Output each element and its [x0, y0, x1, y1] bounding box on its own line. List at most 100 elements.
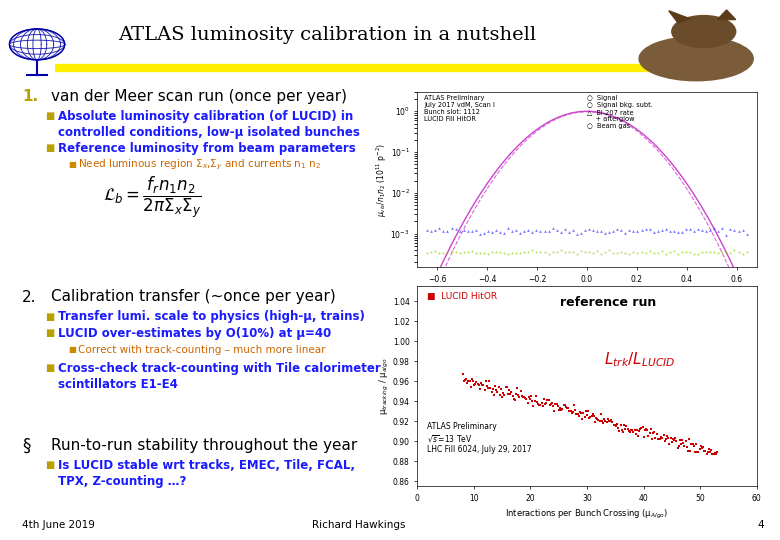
Point	[608, 421, 620, 429]
Point	[478, 386, 491, 395]
Point	[615, 421, 627, 429]
Point	[539, 400, 551, 409]
Point	[676, 436, 689, 444]
Point	[636, 422, 649, 431]
Point	[603, 416, 615, 425]
Point	[569, 405, 582, 414]
Point	[516, 392, 528, 400]
Point	[494, 391, 506, 400]
Y-axis label: $\mu_{vis}$/$n_1 n_2$ (10$^{11}$ p$^{-2}$): $\mu_{vis}$/$n_1 n_2$ (10$^{11}$ p$^{-2}…	[374, 143, 389, 217]
Point	[495, 384, 507, 393]
Point	[703, 445, 715, 454]
Polygon shape	[668, 11, 690, 23]
Point	[707, 450, 720, 458]
Point	[682, 435, 695, 443]
Point	[667, 435, 679, 444]
Ellipse shape	[639, 37, 753, 80]
Point	[619, 424, 632, 433]
Text: scintillators E1-E4: scintillators E1-E4	[58, 378, 179, 391]
Point	[694, 442, 707, 451]
Point	[706, 449, 718, 458]
Point	[537, 394, 550, 403]
Point	[611, 420, 623, 428]
Point	[658, 431, 670, 440]
Text: ○  Signal
○  Signal bkg. subt.
△  Bi-207 rate
    + afterglow
○  Beam gas: ○ Signal ○ Signal bkg. subt. △ Bi-207 ra…	[587, 95, 653, 129]
Point	[663, 439, 675, 448]
Point	[665, 434, 677, 442]
Point	[523, 393, 535, 401]
Point	[629, 430, 642, 438]
Point	[584, 413, 597, 422]
Point	[696, 444, 708, 453]
Point	[484, 383, 497, 392]
Point	[485, 388, 498, 396]
Point	[573, 408, 586, 417]
Point	[512, 390, 525, 399]
Point	[686, 439, 699, 448]
Point	[509, 396, 521, 404]
Point	[589, 417, 601, 426]
Point	[640, 425, 652, 434]
Point	[520, 395, 533, 403]
Point	[568, 401, 580, 409]
Point	[627, 427, 640, 436]
Point	[576, 414, 588, 423]
Point	[628, 426, 640, 435]
Point	[655, 433, 668, 441]
Text: reference run: reference run	[560, 296, 656, 309]
Text: Cross-check track-counting with Tile calorimeter: Cross-check track-counting with Tile cal…	[58, 362, 381, 375]
Point	[606, 418, 619, 427]
Point	[594, 417, 606, 426]
Point	[679, 437, 692, 445]
Point	[466, 376, 479, 385]
Text: Absolute luminosity calibration (of LUCID) in: Absolute luminosity calibration (of LUCI…	[58, 110, 354, 123]
Point	[566, 409, 578, 417]
Text: TPX, Z-counting …?: TPX, Z-counting …?	[58, 475, 187, 488]
Point	[656, 434, 668, 442]
Point	[469, 379, 481, 388]
Point	[563, 406, 576, 415]
Text: ATLAS Preliminary
July 2017 vdM, Scan I
Bunch slot: 1112
LUCID Fill HitOR: ATLAS Preliminary July 2017 vdM, Scan I …	[424, 95, 495, 122]
Point	[672, 442, 685, 451]
Text: ■: ■	[45, 144, 55, 153]
Point	[483, 377, 495, 386]
Point	[649, 433, 661, 442]
Point	[669, 433, 682, 442]
Point	[597, 418, 609, 427]
Point	[575, 408, 587, 417]
Point	[499, 383, 512, 392]
Point	[644, 428, 656, 437]
Point	[463, 377, 476, 386]
Text: ■: ■	[45, 461, 55, 470]
X-axis label: Interactions per Bunch Crossing (μ$_{Algo}$): Interactions per Bunch Crossing (μ$_{Alg…	[505, 508, 668, 521]
Point	[480, 382, 493, 390]
Point	[514, 386, 526, 395]
Point	[585, 411, 597, 420]
Text: $L_{trk}/L_{LUCID}$: $L_{trk}/L_{LUCID}$	[604, 350, 675, 369]
Text: ATLAS Preliminary
$\sqrt{s}$=13 TeV
LHC Fill 6024, July 29, 2017: ATLAS Preliminary $\sqrt{s}$=13 TeV LHC …	[427, 422, 532, 454]
Point	[582, 407, 594, 415]
X-axis label: Δ X [mm]: Δ X [mm]	[567, 289, 607, 299]
Point	[637, 433, 650, 441]
Point	[477, 380, 490, 389]
Point	[622, 424, 634, 433]
Point	[516, 392, 529, 401]
Point	[635, 424, 647, 433]
Point	[475, 379, 488, 387]
Point	[535, 399, 548, 408]
Point	[530, 398, 543, 407]
Point	[700, 449, 713, 458]
Point	[532, 400, 544, 408]
Point	[604, 417, 616, 426]
Point	[459, 375, 472, 383]
Point	[625, 426, 637, 434]
Point	[508, 395, 520, 403]
Point	[624, 428, 636, 436]
Point	[697, 443, 709, 451]
Point	[651, 435, 664, 444]
Point	[613, 426, 626, 435]
Point	[513, 393, 526, 402]
Point	[605, 415, 618, 424]
Point	[651, 430, 663, 438]
Point	[681, 443, 693, 451]
